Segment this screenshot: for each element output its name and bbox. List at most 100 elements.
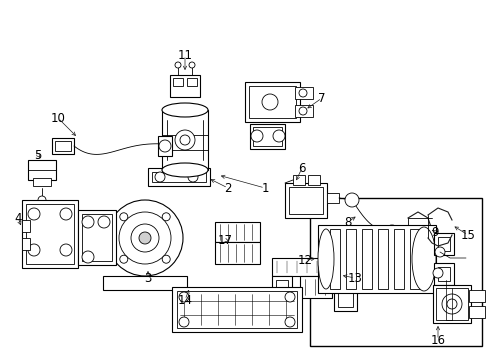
- Text: 6: 6: [298, 162, 305, 175]
- Bar: [177, 291, 296, 328]
- Bar: [433, 263, 453, 285]
- Bar: [468, 306, 484, 318]
- Text: 4: 4: [14, 212, 21, 225]
- Bar: [271, 258, 356, 276]
- Circle shape: [155, 172, 164, 182]
- Bar: [28, 160, 56, 180]
- Bar: [288, 187, 323, 214]
- Circle shape: [179, 317, 189, 327]
- Circle shape: [250, 130, 263, 142]
- Bar: [468, 290, 484, 302]
- Ellipse shape: [162, 103, 207, 117]
- Text: 12: 12: [297, 253, 312, 266]
- Circle shape: [82, 251, 94, 263]
- Text: 13: 13: [347, 271, 362, 284]
- Text: 10: 10: [50, 112, 65, 125]
- Ellipse shape: [317, 229, 333, 289]
- Circle shape: [384, 225, 398, 239]
- Circle shape: [179, 292, 189, 302]
- Bar: [329, 229, 339, 289]
- Circle shape: [82, 216, 94, 228]
- Text: 2: 2: [224, 181, 231, 194]
- Bar: [249, 124, 285, 149]
- Text: 15: 15: [460, 229, 474, 242]
- Circle shape: [139, 232, 151, 244]
- Circle shape: [120, 213, 127, 221]
- Bar: [271, 276, 291, 311]
- Bar: [409, 229, 419, 289]
- Bar: [186, 78, 197, 86]
- Circle shape: [120, 255, 127, 263]
- Circle shape: [272, 130, 285, 142]
- Bar: [294, 105, 312, 117]
- Bar: [292, 175, 305, 185]
- Text: 8: 8: [344, 216, 351, 229]
- Bar: [337, 280, 352, 307]
- Bar: [22, 220, 30, 232]
- Bar: [158, 136, 172, 156]
- Bar: [248, 86, 295, 118]
- Bar: [33, 178, 51, 186]
- Bar: [215, 222, 260, 242]
- Bar: [435, 288, 467, 320]
- Circle shape: [187, 172, 198, 182]
- Circle shape: [189, 62, 195, 68]
- Bar: [162, 110, 207, 170]
- Bar: [432, 285, 470, 323]
- Circle shape: [159, 140, 171, 152]
- Circle shape: [262, 94, 278, 110]
- Bar: [333, 276, 356, 311]
- Bar: [22, 200, 78, 268]
- Circle shape: [60, 244, 72, 256]
- Text: 17: 17: [217, 234, 232, 247]
- Bar: [244, 82, 299, 122]
- Bar: [299, 276, 331, 298]
- Ellipse shape: [411, 227, 435, 291]
- Text: 11: 11: [177, 49, 192, 62]
- Circle shape: [298, 89, 306, 97]
- Bar: [307, 175, 319, 185]
- Circle shape: [107, 200, 183, 276]
- Circle shape: [38, 196, 46, 204]
- Circle shape: [432, 268, 442, 278]
- Bar: [170, 75, 200, 97]
- Bar: [152, 172, 205, 182]
- Bar: [317, 225, 435, 293]
- Bar: [55, 141, 71, 151]
- Ellipse shape: [162, 163, 207, 177]
- Bar: [377, 229, 387, 289]
- Bar: [294, 87, 312, 99]
- Bar: [393, 229, 403, 289]
- Bar: [148, 168, 209, 186]
- Bar: [103, 276, 186, 290]
- Bar: [215, 242, 260, 264]
- Bar: [22, 238, 30, 250]
- Circle shape: [285, 317, 294, 327]
- Circle shape: [28, 244, 40, 256]
- Circle shape: [434, 247, 444, 257]
- Bar: [437, 267, 449, 281]
- Bar: [78, 210, 116, 265]
- Bar: [252, 127, 282, 146]
- Circle shape: [298, 107, 306, 115]
- Bar: [361, 229, 371, 289]
- Bar: [173, 78, 183, 86]
- Bar: [437, 237, 449, 251]
- Bar: [52, 138, 74, 154]
- Bar: [309, 198, 481, 346]
- Circle shape: [119, 212, 171, 264]
- Circle shape: [28, 208, 40, 220]
- Circle shape: [162, 213, 170, 221]
- Bar: [172, 287, 302, 332]
- Circle shape: [162, 255, 170, 263]
- Bar: [326, 193, 338, 203]
- Text: 9: 9: [430, 225, 438, 239]
- Text: 14: 14: [177, 293, 192, 306]
- Circle shape: [180, 135, 190, 145]
- Text: 1: 1: [261, 181, 268, 194]
- Text: 5: 5: [34, 149, 41, 162]
- Circle shape: [60, 208, 72, 220]
- Circle shape: [446, 299, 456, 309]
- Bar: [275, 280, 287, 307]
- Text: 3: 3: [144, 271, 151, 284]
